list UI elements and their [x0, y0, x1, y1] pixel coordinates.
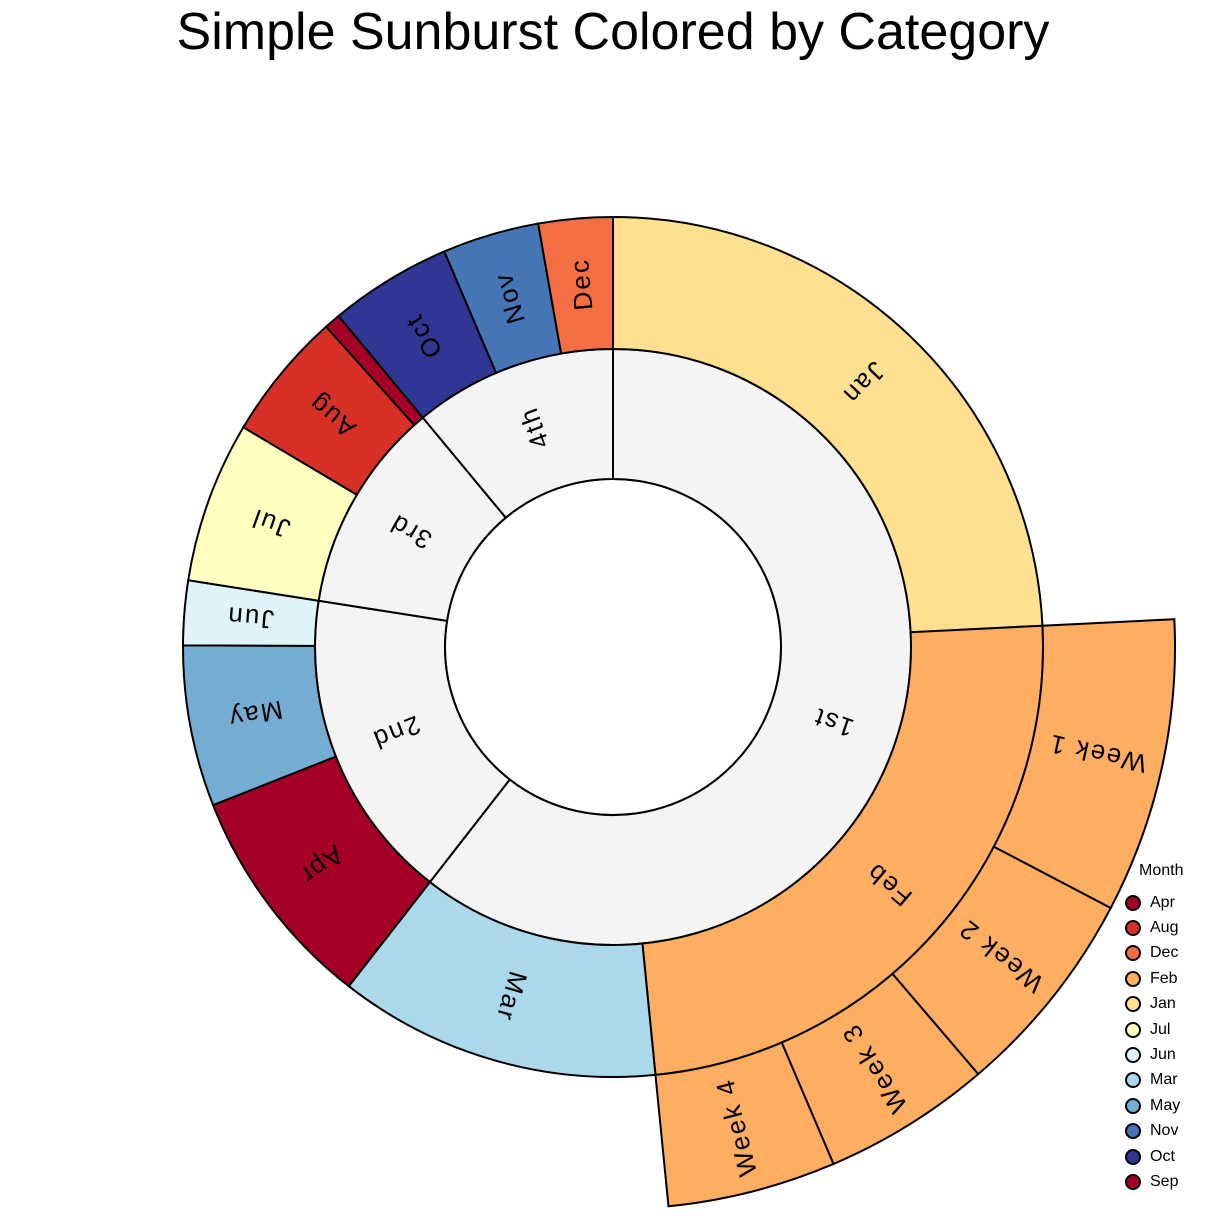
- legend-item-sep[interactable]: Sep: [1125, 1169, 1183, 1194]
- month-dec-segment: [536, 215, 614, 355]
- legend-label: Oct: [1150, 1147, 1175, 1165]
- legend-swatch: [1125, 1021, 1141, 1038]
- month-jun-label: Jun: [225, 601, 275, 635]
- legend-title: Month: [1139, 862, 1184, 879]
- legend-label: Feb: [1150, 969, 1178, 987]
- legend-items: Apr Aug Dec Feb Jan Jul Jun Mar May Nov Oct Sep: [1125, 890, 1183, 1195]
- legend-swatch: [1125, 996, 1141, 1013]
- legend-label: Aug: [1150, 919, 1179, 937]
- legend-label: Mar: [1150, 1071, 1178, 1089]
- legend-item-jul[interactable]: Jul: [1125, 1017, 1183, 1042]
- legend-label: Jun: [1150, 1046, 1176, 1064]
- legend-label: Nov: [1150, 1122, 1179, 1140]
- legend-swatch: [1125, 920, 1141, 937]
- legend-swatch: [1125, 970, 1141, 987]
- legend-swatch: [1125, 894, 1141, 911]
- legend-item-nov[interactable]: Nov: [1125, 1119, 1183, 1144]
- legend-item-dec[interactable]: Dec: [1125, 941, 1183, 966]
- legend-label: Sep: [1150, 1172, 1179, 1190]
- legend-swatch: [1125, 1123, 1141, 1140]
- legend-swatch: [1125, 1148, 1141, 1165]
- legend-label: Jul: [1150, 1020, 1171, 1038]
- legend-label: Dec: [1150, 944, 1179, 962]
- center-hole: [444, 478, 782, 816]
- month-jan-segment: [612, 215, 1044, 634]
- legend-swatch: [1125, 1047, 1141, 1064]
- legend-item-apr[interactable]: Apr: [1125, 890, 1183, 915]
- chart-title: Simple Sunburst Colored by Category: [176, 3, 1050, 61]
- week-week-4-segment: [654, 1041, 835, 1208]
- legend-item-feb[interactable]: Feb: [1125, 966, 1183, 991]
- month-dec-label: Dec: [564, 257, 598, 312]
- legend-item-jun[interactable]: Jun: [1125, 1042, 1183, 1067]
- legend: Month Apr Aug Dec Feb Jan Jul Jun Mar May Nov Oct S…: [1125, 862, 1183, 1195]
- legend-item-jan[interactable]: Jan: [1125, 992, 1183, 1017]
- legend-swatch: [1125, 1072, 1141, 1089]
- legend-item-mar[interactable]: Mar: [1125, 1068, 1183, 1093]
- legend-label: May: [1150, 1096, 1181, 1114]
- legend-item-oct[interactable]: Oct: [1125, 1144, 1183, 1169]
- legend-swatch: [1125, 1173, 1141, 1190]
- legend-swatch: [1125, 1097, 1141, 1114]
- legend-label: Apr: [1150, 893, 1175, 911]
- legend-item-may[interactable]: May: [1125, 1093, 1183, 1118]
- legend-label: Jan: [1150, 995, 1176, 1013]
- legend-swatch: [1125, 945, 1141, 962]
- legend-item-aug[interactable]: Aug: [1125, 915, 1183, 940]
